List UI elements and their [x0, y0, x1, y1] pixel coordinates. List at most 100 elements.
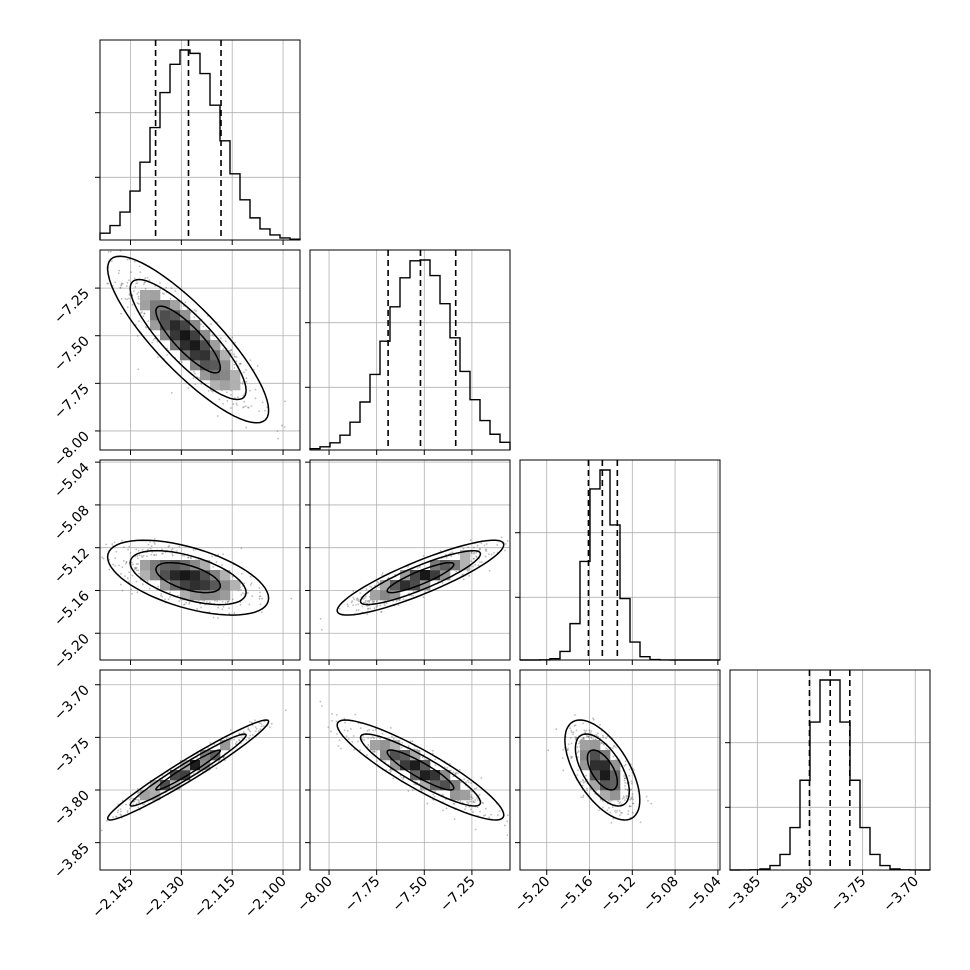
scatter-point [582, 737, 585, 739]
scatter-point [145, 326, 148, 329]
scatter-point [368, 729, 371, 731]
scatter-point [367, 599, 370, 602]
scatter-point [207, 389, 210, 392]
scatter-point [411, 740, 414, 743]
scatter-point [457, 772, 459, 775]
scatter-point [84, 829, 86, 831]
density-cell [150, 570, 161, 581]
histogram-step [520, 469, 720, 661]
scatter-point [445, 556, 448, 559]
scatter-point [230, 348, 233, 351]
scatter-point [338, 739, 341, 742]
scatter-point [506, 539, 509, 542]
scatter-point [612, 817, 615, 820]
scatter-point [570, 729, 572, 732]
scatter-point [482, 814, 485, 817]
scatter-point [243, 371, 245, 374]
scatter-point [238, 363, 241, 365]
scatter-point [110, 260, 113, 263]
contour-level-2 [564, 719, 641, 821]
scatter-point [335, 713, 338, 716]
scatter-point [372, 737, 375, 740]
scatter-point [104, 246, 106, 248]
scatter-point [416, 748, 418, 751]
scatter-point [625, 794, 628, 797]
scatter-point [566, 749, 569, 751]
scatter-point [639, 821, 642, 824]
scatter-point [167, 598, 170, 601]
x-tick-label-0-2: −2.115 [191, 874, 239, 922]
scatter-point [330, 730, 332, 733]
scatter-point [234, 341, 237, 344]
scatter-point [462, 573, 464, 576]
scatter-point [212, 565, 215, 568]
scatter-point [452, 775, 455, 778]
scatter-point [126, 810, 129, 812]
scatter-point [356, 597, 359, 600]
scatter-point [478, 561, 481, 564]
scatter-point [251, 734, 254, 736]
scatter-point [57, 216, 59, 218]
contour-level-0 [155, 561, 222, 594]
density-cell [610, 770, 621, 781]
scatter-point [367, 737, 370, 739]
scatter-point [221, 564, 223, 566]
scatter-point [484, 814, 487, 817]
scatter-point [473, 801, 476, 804]
scatter-point [630, 782, 633, 785]
density-cell [600, 760, 611, 771]
scatter-point [410, 594, 413, 597]
scatter-point [150, 553, 153, 556]
x-tick-label-3-3: −3.70 [880, 874, 922, 916]
scatter-point [506, 820, 509, 823]
scatter-point [469, 539, 472, 542]
scatter-point [355, 609, 358, 612]
density-cell [170, 770, 181, 781]
scatter-point [470, 794, 473, 796]
density-cell [210, 570, 221, 581]
scatter-point [169, 596, 171, 598]
scatter-point [102, 557, 105, 560]
scatter-point [381, 732, 384, 735]
panel-frame [99, 39, 301, 241]
scatter-point [614, 809, 616, 812]
scatter-point [254, 730, 257, 733]
scatter-point [606, 809, 609, 812]
density-cell [180, 330, 191, 341]
scatter-point [125, 561, 128, 564]
scatter-point [364, 601, 367, 604]
scatter-point [136, 282, 139, 284]
scatter-point [623, 779, 626, 782]
scatter-point [426, 802, 429, 805]
density-cell [370, 590, 381, 601]
density-cell [170, 330, 181, 341]
scatter-point [121, 282, 124, 285]
scatter-point [257, 730, 260, 732]
scatter-point [126, 811, 129, 814]
scatter-point [233, 367, 236, 369]
scatter-point [183, 603, 186, 606]
scatter-point [353, 749, 355, 751]
scatter-point [562, 769, 565, 772]
density-cell [160, 580, 171, 591]
scatter-point [153, 554, 156, 556]
density-cell [180, 770, 191, 781]
scatter-point [583, 729, 586, 732]
scatter-point [259, 603, 262, 606]
density-cell [210, 380, 221, 391]
scatter-point [602, 806, 604, 809]
scatter-point [450, 555, 453, 558]
scatter-point [496, 543, 499, 546]
scatter-point [407, 790, 410, 792]
density-cell [180, 310, 191, 321]
scatter-point [90, 836, 92, 838]
x-tick-label-0-3: −2.100 [242, 874, 290, 922]
scatter-point [500, 536, 503, 539]
scatter-point [454, 772, 457, 775]
scatter-point [455, 773, 457, 775]
scatter-point [242, 406, 244, 409]
scatter-point [347, 605, 349, 608]
scatter-point [484, 548, 487, 551]
scatter-point [582, 796, 585, 799]
scatter-point [340, 747, 342, 750]
